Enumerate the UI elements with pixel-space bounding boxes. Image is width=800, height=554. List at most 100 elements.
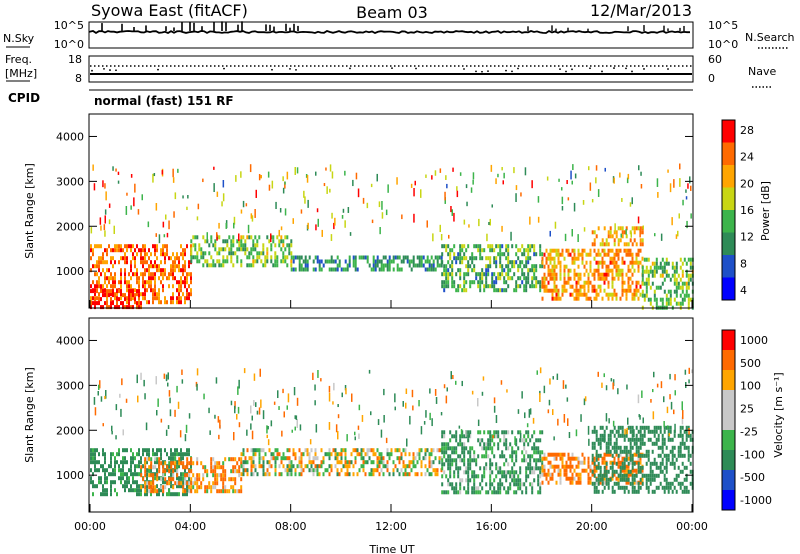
- power-heatmap-cell: [617, 248, 620, 253]
- velocity-heatmap-cell: [386, 468, 389, 473]
- power-heatmap-cell: [286, 243, 289, 248]
- power-heatmap-cell: [579, 252, 582, 257]
- velocity-heatmap-cell: [637, 485, 640, 490]
- power-heatmap-cell: [589, 280, 592, 285]
- velocity-heatmap-cell: [635, 425, 638, 430]
- power-heatmap-cell: [573, 276, 576, 281]
- velocity-heatmap-cell: [122, 448, 124, 453]
- velocity-heatmap-cell: [529, 408, 532, 415]
- power-heatmap-cell: [535, 280, 538, 285]
- velocity-heatmap-cell: [627, 425, 630, 430]
- velocity-heatmap-cell: [252, 472, 255, 477]
- velocity-heatmap-cell: [623, 445, 626, 450]
- power-heatmap-cell: [280, 239, 283, 244]
- power-heatmap-cell: [456, 186, 458, 191]
- velocity-heatmap-cell: [266, 472, 269, 477]
- power-heatmap-cell: [613, 252, 616, 257]
- power-heatmap-cell: [233, 222, 235, 229]
- velocity-heatmap-cell: [557, 418, 559, 426]
- power-heatmap-cell: [639, 229, 641, 238]
- power-heatmap-cell: [176, 288, 178, 293]
- velocity-heatmap-cell: [120, 460, 122, 465]
- velocity-heatmap-cell: [671, 445, 674, 450]
- velocity-heatmap-cell: [400, 456, 403, 461]
- velocity-heatmap-cell: [635, 480, 638, 485]
- velocity-heatmap-cell: [473, 490, 476, 495]
- velocity-heatmap-cell: [493, 434, 496, 439]
- velocity-heatmap-cell: [222, 489, 225, 494]
- power-heatmap: [90, 163, 694, 310]
- power-heatmap-cell: [182, 256, 184, 261]
- velocity-heatmap-cell: [505, 438, 508, 443]
- power-heatmap-cell: [220, 247, 223, 252]
- power-heatmap-cell: [126, 192, 128, 196]
- velocity-heatmap-cell: [423, 421, 426, 425]
- power-heatmap-cell: [410, 183, 413, 188]
- power-heatmap-cell: [495, 256, 498, 261]
- velocity-heatmap-cell: [581, 452, 584, 457]
- velocity-heatmap-cell: [238, 473, 241, 478]
- power-heatmap-cell: [615, 268, 618, 273]
- power-heatmap-cell: [489, 264, 492, 269]
- nsky-tick-left-bottom: 10^0: [54, 38, 84, 51]
- velocity-heatmap-cell: [485, 442, 488, 447]
- power-heatmap-cell: [563, 272, 566, 277]
- velocity-heatmap-cell: [140, 473, 143, 478]
- power-heatmap-cell: [641, 269, 644, 274]
- power-heatmap-cell: [108, 219, 111, 225]
- power-heatmap-cell: [262, 243, 265, 248]
- power-heatmap-cell: [218, 263, 221, 268]
- velocity-heatmap-cell: [90, 448, 92, 453]
- power-heatmap-cell: [136, 276, 138, 281]
- power-heatmap-cell: [306, 259, 309, 264]
- power-heatmap-cell: [520, 192, 522, 197]
- velocity-heatmap-cell: [140, 456, 142, 461]
- velocity-heatmap-cell: [517, 409, 520, 414]
- velocity-heatmap-cell: [663, 477, 666, 482]
- power-heatmap-cell: [457, 256, 460, 261]
- velocity-heatmap-cell: [591, 472, 594, 477]
- velocity-heatmap-cell: [252, 464, 255, 469]
- velocity-heatmap-cell: [571, 452, 574, 457]
- velocity-heatmap-cell: [320, 448, 323, 453]
- velocity-heatmap-cell: [420, 464, 423, 469]
- velocity-heatmap-cell: [565, 468, 568, 473]
- power-heatmap-cell: [102, 260, 104, 265]
- velocity-heatmap-cell: [354, 431, 356, 436]
- velocity-heatmap-cell: [164, 461, 167, 466]
- power-heatmap-cell: [326, 186, 328, 194]
- power-heatmap-cell: [366, 202, 369, 209]
- velocity-heatmap-cell: [649, 481, 652, 486]
- velocity-heatmap-cell: [559, 476, 562, 481]
- power-heatmap-cell: [653, 293, 656, 298]
- power-heatmap-cell: [690, 213, 692, 219]
- power-heatmap-cell: [328, 259, 331, 264]
- velocity-heatmap-cell: [455, 434, 458, 439]
- power-heatmap-cell: [92, 289, 94, 294]
- velocity-heatmap-cell: [138, 492, 140, 497]
- power-heatmap-cell: [639, 226, 642, 231]
- velocity-heatmap-cell: [603, 476, 606, 481]
- power-heatmap-cell: [142, 284, 144, 289]
- power-heatmap-cell: [222, 255, 225, 260]
- power-heatmap-cell: [479, 280, 482, 285]
- power-heatmap-cell: [689, 297, 692, 302]
- power-heatmap-cell: [611, 292, 614, 297]
- power-heatmap-cell: [485, 268, 488, 273]
- power-heatmap-cell: [549, 260, 552, 265]
- velocity-heatmap-cell: [631, 465, 634, 470]
- velocity-heatmap-cell: [182, 492, 184, 497]
- power-heatmap-cell: [172, 292, 174, 297]
- power-heatmap-cell: [104, 293, 106, 298]
- power-heatmap-cell: [587, 276, 590, 281]
- velocity-heatmap-cell: [210, 465, 213, 470]
- colorbar-tick-label: 25: [740, 403, 754, 416]
- velocity-heatmap-cell: [154, 472, 156, 477]
- velocity-heatmap-cell: [148, 481, 151, 486]
- velocity-heatmap-cell: [661, 457, 664, 462]
- velocity-heatmap-cell: [621, 429, 624, 434]
- power-heatmap-cell: [370, 267, 373, 272]
- power-heatmap-cell: [531, 244, 534, 249]
- power-heatmap-cell: [216, 232, 218, 238]
- velocity-heatmap-cell: [344, 456, 347, 461]
